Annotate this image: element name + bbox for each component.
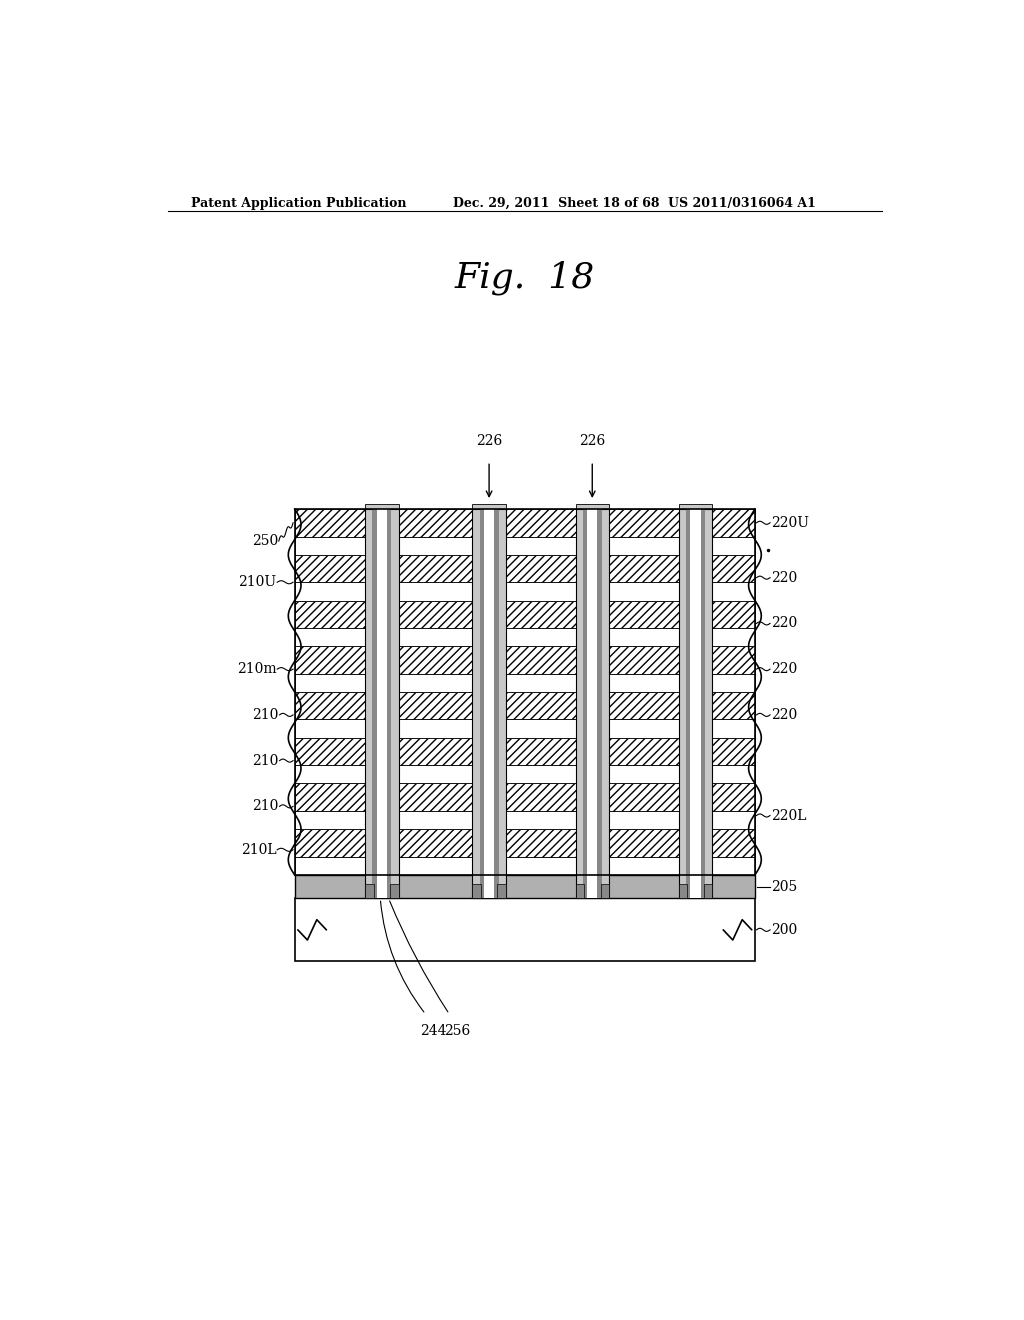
Bar <box>700 510 705 899</box>
Text: 220: 220 <box>771 663 797 676</box>
Text: Fig.  18: Fig. 18 <box>455 260 595 294</box>
Bar <box>295 719 755 738</box>
Bar <box>295 601 755 628</box>
Bar <box>373 510 377 899</box>
Bar <box>366 510 398 899</box>
Bar <box>295 784 755 810</box>
Bar <box>575 884 584 899</box>
Bar <box>601 884 609 899</box>
Bar <box>679 884 687 899</box>
Bar <box>295 766 755 784</box>
Text: 200: 200 <box>771 923 797 937</box>
Bar <box>366 884 374 899</box>
Bar <box>295 536 755 554</box>
Text: 220: 220 <box>771 616 797 631</box>
Bar <box>703 884 712 899</box>
Bar <box>295 628 755 647</box>
Bar <box>295 582 755 601</box>
Bar <box>583 510 602 899</box>
Bar <box>295 738 755 766</box>
Bar <box>295 810 755 829</box>
Bar <box>295 510 755 875</box>
Bar <box>575 504 609 510</box>
Text: 220L: 220L <box>771 809 806 822</box>
Bar <box>390 884 398 899</box>
Bar <box>583 510 587 899</box>
Text: 210: 210 <box>252 708 279 722</box>
Text: 210L: 210L <box>241 842 276 857</box>
Bar <box>686 510 705 899</box>
Text: US 2011/0316064 A1: US 2011/0316064 A1 <box>668 197 815 210</box>
Bar <box>575 510 609 899</box>
Text: 226: 226 <box>476 434 502 447</box>
Bar <box>295 554 755 582</box>
Bar <box>387 510 391 899</box>
Bar <box>479 510 499 899</box>
Bar <box>679 504 712 510</box>
Text: 220: 220 <box>771 708 797 722</box>
Bar <box>679 510 712 899</box>
Bar <box>597 510 602 899</box>
Bar <box>472 504 506 510</box>
Bar <box>472 510 506 899</box>
Bar <box>295 875 755 899</box>
Bar <box>295 673 755 692</box>
Bar <box>295 899 755 961</box>
Bar <box>495 510 499 899</box>
Bar <box>686 510 690 899</box>
Bar <box>295 647 755 673</box>
Text: 210: 210 <box>252 800 279 813</box>
Text: Dec. 29, 2011  Sheet 18 of 68: Dec. 29, 2011 Sheet 18 of 68 <box>454 197 659 210</box>
Text: 250: 250 <box>253 535 279 548</box>
Bar <box>373 510 391 899</box>
Text: 205: 205 <box>771 879 797 894</box>
Text: 210: 210 <box>252 754 279 768</box>
Bar <box>295 857 755 875</box>
Text: 226: 226 <box>580 434 605 447</box>
Text: 210m: 210m <box>237 663 276 676</box>
Text: 244: 244 <box>420 1024 446 1039</box>
Text: 220: 220 <box>771 570 797 585</box>
Text: 256: 256 <box>444 1024 470 1039</box>
Text: Patent Application Publication: Patent Application Publication <box>191 197 407 210</box>
Bar <box>295 829 755 857</box>
Bar <box>366 504 398 510</box>
Bar <box>479 510 484 899</box>
Text: 210U: 210U <box>239 576 276 589</box>
Bar <box>295 692 755 719</box>
Bar <box>472 884 480 899</box>
Text: 220U: 220U <box>771 516 809 529</box>
Bar <box>295 510 755 536</box>
Bar <box>498 884 506 899</box>
